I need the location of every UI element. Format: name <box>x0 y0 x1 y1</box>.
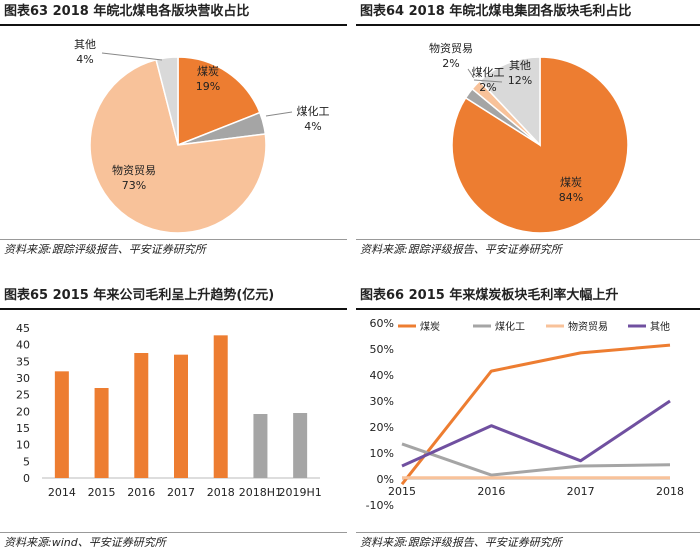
chart-panel-66: 图表66 2015 年来煤炭板块毛利率大幅上升 -10% 0% 10% 20% 30% 4… <box>356 284 700 553</box>
chart-title: 图表64 2018 年皖北煤电集团各版块毛利占比 <box>356 0 700 26</box>
x-tick-label: 2018 <box>656 485 684 498</box>
y-tick-label: 50% <box>370 343 394 356</box>
slice-label: 煤化工 <box>472 65 505 79</box>
slice-label: 煤炭 <box>197 65 219 78</box>
bar <box>54 371 69 478</box>
y-tick-label: 25 <box>16 389 30 402</box>
slice-label: 煤化工 <box>297 104 330 118</box>
y-tick-label: 0 <box>23 472 30 485</box>
legend-label: 煤炭 <box>420 320 440 333</box>
chart-title: 图表63 2018 年皖北煤电各版块营收占比 <box>0 0 347 26</box>
slice-value: 4% <box>76 53 93 66</box>
y-tick-label: 20% <box>370 421 394 434</box>
pie-chart-63: 煤炭 19% 煤化工 4% 物资贸易 73% 其他 4% <box>74 38 330 234</box>
x-tick-label: 2016 <box>127 486 155 499</box>
y-tick-label: 0% <box>377 473 394 486</box>
y-tick-label: -10% <box>366 499 394 512</box>
x-tick-label: 2017 <box>567 485 595 498</box>
slice-value: 2% <box>479 81 496 94</box>
leader-line <box>101 52 163 61</box>
chart-source: 资料来源:跟踪评级报告、平安证券研究所 <box>356 239 700 260</box>
bar <box>134 353 149 478</box>
chart-panel-64: 图表64 2018 年皖北煤电集团各版块毛利占比 煤炭 84% 煤化工 2% 物资贸易 2… <box>356 0 700 277</box>
y-tick-label: 10% <box>370 447 394 460</box>
y-tick-label: 10 <box>16 439 30 452</box>
bar <box>213 335 228 478</box>
y-tick-label: 30 <box>16 372 30 385</box>
y-tick-label: 40% <box>370 369 394 382</box>
y-tick-label: 35 <box>16 355 30 368</box>
slice-value: 19% <box>196 80 220 93</box>
x-tick-label: 2019H1 <box>279 486 322 499</box>
bar <box>174 354 188 478</box>
y-tick-label: 5 <box>23 455 30 468</box>
slice-value: 12% <box>508 74 532 87</box>
y-tick-label: 40 <box>16 339 30 352</box>
bar-chart-65: 0 5 10 15 20 25 30 35 40 45 2014 2015 2016 2017 2018 20… <box>16 322 322 499</box>
slice-label: 物资贸易 <box>112 163 156 177</box>
chart-source: 资料来源:跟踪评级报告、平安证券研究所 <box>0 239 347 260</box>
y-tick-label: 15 <box>16 422 30 435</box>
bar <box>293 413 308 478</box>
x-tick-label: 2017 <box>167 486 195 499</box>
x-tick-label: 2015 <box>88 486 116 499</box>
chart-source: 资料来源:跟踪评级报告、平安证券研究所 <box>356 532 700 553</box>
leader-line <box>473 79 503 83</box>
x-tick-label: 2014 <box>48 486 76 499</box>
chart-source: 资料来源:wind、平安证券研究所 <box>0 532 347 553</box>
slice-label: 其他 <box>509 59 531 72</box>
slice-label: 其他 <box>74 38 96 51</box>
pie-slice <box>177 56 261 147</box>
chart-title: 图表66 2015 年来煤炭板块毛利率大幅上升 <box>356 284 700 310</box>
slice-label: 煤炭 <box>560 176 582 189</box>
y-tick-label: 30% <box>370 395 394 408</box>
legend-label: 煤化工 <box>495 320 525 333</box>
series-line <box>400 343 671 486</box>
y-tick-label: 45 <box>16 322 30 335</box>
chart-panel-63: 图表63 2018 年皖北煤电各版块营收占比 煤炭 19% 煤化工 4% 物资贸易 73%… <box>0 0 347 277</box>
chart-panel-65: 图表65 2015 年来公司毛利呈上升趋势(亿元) 0 5 10 15 20 25 30 35… <box>0 284 347 553</box>
slice-value: 4% <box>304 120 321 133</box>
x-tick-label: 2018H1 <box>239 486 282 499</box>
slice-value: 2% <box>442 57 459 70</box>
slice-label: 物资贸易 <box>429 41 473 55</box>
chart-title: 图表65 2015 年来公司毛利呈上升趋势(亿元) <box>0 284 347 310</box>
legend-label: 其他 <box>650 320 670 333</box>
series-line <box>401 442 671 477</box>
bar <box>94 388 109 478</box>
pie-slice <box>89 58 267 234</box>
line-chart-66: -10% 0% 10% 20% 30% 40% 50% 60% 2015 2016 2017 2018… <box>366 317 684 512</box>
leader-line <box>265 111 293 117</box>
x-tick-label: 2018 <box>207 486 235 499</box>
pie-chart-64: 煤炭 84% 煤化工 2% 物资贸易 2% 其他 12% <box>429 41 629 234</box>
legend-label: 物资贸易 <box>568 320 608 333</box>
bar <box>253 414 268 478</box>
y-tick-label: 60% <box>370 317 394 330</box>
slice-value: 84% <box>559 191 583 204</box>
leader-line <box>467 68 475 79</box>
series-line <box>401 399 671 468</box>
x-tick-label: 2016 <box>477 485 505 498</box>
x-tick-label: 2015 <box>388 485 416 498</box>
y-tick-label: 20 <box>16 405 30 418</box>
slice-value: 73% <box>122 179 146 192</box>
